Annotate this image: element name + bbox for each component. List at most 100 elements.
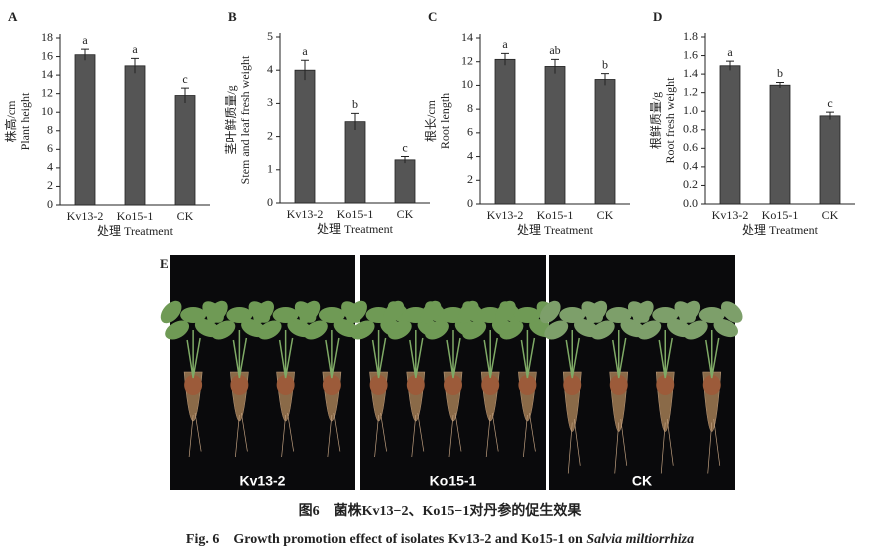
y-axis-label: Root fresh weight — [663, 77, 677, 164]
leaf — [590, 320, 615, 340]
root-top — [184, 375, 203, 395]
stem — [705, 330, 720, 379]
bar — [769, 84, 791, 205]
x-tick-label: CK — [822, 208, 839, 222]
root-top — [230, 375, 249, 395]
y-tick-label: 0.8 — [683, 122, 698, 136]
y-tick-label: 5 — [267, 29, 273, 43]
y-axis-label: Plant height — [18, 92, 32, 150]
rootlet — [327, 412, 341, 458]
root-top — [444, 375, 462, 395]
significance-letter: b — [352, 97, 358, 111]
stem — [520, 330, 536, 379]
y-axis-label: Stem and leaf fresh weight — [238, 55, 252, 184]
y-tick-label: 0.2 — [683, 177, 698, 191]
leaf — [383, 300, 405, 324]
leaf — [637, 320, 662, 340]
bar — [344, 121, 366, 204]
leaf — [586, 300, 608, 324]
stem — [409, 330, 424, 379]
root-top — [322, 375, 341, 395]
bar — [174, 95, 196, 206]
significance-letter: a — [302, 44, 308, 58]
stem — [612, 330, 627, 379]
rootlet — [523, 412, 536, 458]
error-bar — [826, 111, 834, 120]
leaf — [253, 300, 274, 324]
root-top — [656, 375, 675, 395]
leaf — [652, 307, 679, 323]
error-bar — [81, 48, 89, 61]
significance-letter: b — [602, 57, 608, 71]
leaf — [211, 320, 236, 340]
y-tick-label: 10 — [41, 104, 53, 118]
bar — [124, 65, 146, 206]
leaf — [720, 301, 743, 323]
leaf — [683, 320, 708, 340]
leaf — [299, 300, 321, 324]
significance-letter: a — [132, 42, 138, 56]
y-tick-label: 8 — [47, 123, 53, 137]
significance-letter: ab — [549, 43, 560, 57]
y-axis-label-cn: 茎叶鲜质量/g — [224, 85, 238, 154]
bar — [494, 58, 516, 205]
x-tick-label: Kv13-2 — [712, 208, 749, 222]
caption-cn: 图6 菌株Kv13−2、Ko15−1对丹参的促生效果 — [299, 502, 583, 519]
y-tick-label: 1.6 — [683, 47, 698, 61]
rootlet — [235, 412, 248, 458]
leaf — [303, 320, 328, 340]
error-bar — [551, 58, 559, 74]
y-tick-label: 14 — [461, 30, 473, 44]
leaf — [679, 300, 701, 324]
leaf — [544, 320, 569, 340]
panel-label: E — [160, 256, 169, 271]
photo-label: CK — [632, 473, 652, 489]
y-tick-label: 1.0 — [683, 103, 698, 117]
significance-letter: a — [727, 45, 733, 59]
rootlet — [374, 412, 387, 458]
bar — [294, 69, 316, 204]
y-tick-label: 1.2 — [683, 84, 698, 98]
leaf — [318, 307, 345, 323]
leaf — [207, 300, 228, 324]
x-tick-label: CK — [597, 208, 614, 222]
y-tick-label: 6 — [467, 125, 473, 139]
panel-label: D — [653, 9, 662, 24]
photo-label: Ko15-1 — [430, 473, 477, 489]
leaf — [160, 300, 182, 324]
rootlet — [411, 412, 425, 458]
y-axis-label: Root length — [438, 93, 452, 149]
x-tick-label: Ko15-1 — [337, 207, 374, 221]
stem — [325, 330, 340, 379]
y-tick-label: 10 — [461, 77, 473, 91]
stem — [278, 330, 294, 379]
panel-label: A — [8, 9, 18, 24]
leaf — [514, 307, 541, 323]
leaf — [420, 300, 442, 324]
root-top — [563, 375, 582, 395]
significance-letter: c — [827, 96, 832, 110]
y-tick-label: 14 — [41, 67, 53, 81]
significance-letter: a — [82, 33, 88, 47]
leaf — [559, 307, 586, 323]
y-tick-label: 0 — [467, 196, 473, 210]
leaf — [713, 318, 739, 338]
leaf — [272, 307, 299, 323]
y-tick-label: 2 — [47, 178, 53, 192]
photo-panel: Kv13-2 Ko15-1 CK — [160, 255, 743, 490]
leaf — [495, 300, 516, 324]
bar — [819, 115, 841, 205]
x-axis-label: 处理 Treatment — [97, 224, 174, 238]
y-tick-label: 0 — [267, 195, 273, 209]
error-bar — [181, 87, 189, 103]
root-top — [276, 375, 295, 395]
root-top — [518, 375, 537, 395]
stem — [658, 330, 673, 379]
y-tick-label: 4 — [47, 160, 53, 174]
caption-en-text: Fig. 6 Growth promotion effect of isolat… — [186, 532, 586, 547]
error-bar — [601, 73, 609, 86]
y-tick-label: 4 — [467, 148, 473, 162]
y-axis-label-cn: 根鲜质量/g — [649, 92, 663, 149]
y-tick-label: 16 — [41, 48, 53, 62]
x-tick-label: Kv13-2 — [67, 209, 104, 223]
